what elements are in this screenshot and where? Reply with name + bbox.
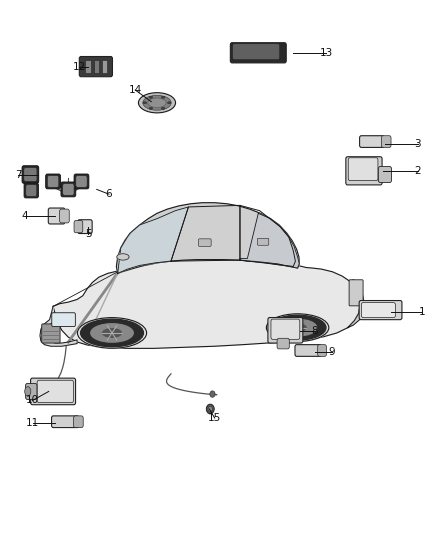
- FancyBboxPatch shape: [198, 239, 211, 246]
- Ellipse shape: [148, 98, 166, 108]
- FancyBboxPatch shape: [277, 338, 289, 349]
- FancyBboxPatch shape: [295, 345, 321, 357]
- Ellipse shape: [78, 318, 147, 348]
- Ellipse shape: [279, 319, 317, 336]
- Text: 11: 11: [26, 418, 39, 429]
- FancyBboxPatch shape: [74, 174, 89, 189]
- FancyBboxPatch shape: [233, 44, 280, 60]
- FancyBboxPatch shape: [52, 416, 79, 427]
- FancyBboxPatch shape: [31, 378, 76, 405]
- FancyBboxPatch shape: [74, 416, 83, 427]
- FancyBboxPatch shape: [79, 56, 113, 77]
- Polygon shape: [117, 203, 299, 273]
- Text: 5: 5: [85, 229, 92, 239]
- FancyBboxPatch shape: [26, 184, 37, 196]
- Ellipse shape: [161, 96, 165, 98]
- Text: 12: 12: [73, 62, 86, 71]
- FancyBboxPatch shape: [378, 166, 392, 182]
- Ellipse shape: [81, 319, 144, 347]
- Ellipse shape: [91, 324, 133, 342]
- Ellipse shape: [149, 107, 152, 109]
- Ellipse shape: [210, 391, 215, 397]
- Polygon shape: [118, 207, 188, 273]
- FancyBboxPatch shape: [76, 175, 87, 187]
- Ellipse shape: [117, 254, 129, 260]
- Ellipse shape: [161, 107, 165, 109]
- Text: 13: 13: [319, 48, 332, 58]
- FancyBboxPatch shape: [348, 158, 378, 181]
- FancyBboxPatch shape: [25, 383, 37, 399]
- FancyBboxPatch shape: [47, 175, 59, 187]
- FancyBboxPatch shape: [60, 209, 69, 223]
- Polygon shape: [348, 280, 364, 328]
- FancyBboxPatch shape: [349, 280, 363, 306]
- FancyBboxPatch shape: [381, 136, 391, 148]
- Ellipse shape: [143, 102, 147, 104]
- Text: 1: 1: [419, 306, 425, 317]
- Polygon shape: [240, 213, 299, 268]
- Ellipse shape: [269, 315, 326, 340]
- Ellipse shape: [25, 386, 31, 396]
- FancyBboxPatch shape: [359, 301, 402, 320]
- FancyBboxPatch shape: [268, 318, 303, 343]
- Ellipse shape: [102, 329, 121, 337]
- FancyBboxPatch shape: [61, 182, 76, 197]
- FancyBboxPatch shape: [22, 166, 39, 183]
- Text: 15: 15: [208, 413, 221, 423]
- Text: 3: 3: [414, 139, 421, 149]
- Text: 9: 9: [328, 346, 335, 357]
- FancyBboxPatch shape: [63, 183, 74, 195]
- Text: 7: 7: [15, 169, 21, 180]
- Ellipse shape: [167, 102, 171, 104]
- Ellipse shape: [149, 96, 152, 98]
- FancyBboxPatch shape: [258, 238, 269, 245]
- Bar: [85, 60, 91, 73]
- Text: 6: 6: [106, 189, 112, 199]
- Text: 14: 14: [128, 85, 142, 95]
- Text: 2: 2: [414, 166, 421, 176]
- FancyBboxPatch shape: [271, 319, 300, 340]
- FancyBboxPatch shape: [360, 136, 384, 148]
- FancyBboxPatch shape: [361, 303, 396, 318]
- Text: 10: 10: [26, 395, 39, 406]
- Bar: [102, 60, 107, 73]
- Bar: [94, 60, 99, 73]
- FancyBboxPatch shape: [78, 220, 92, 233]
- Ellipse shape: [266, 314, 329, 342]
- Ellipse shape: [208, 406, 212, 411]
- FancyBboxPatch shape: [52, 313, 75, 327]
- FancyBboxPatch shape: [37, 380, 74, 402]
- Ellipse shape: [138, 93, 176, 113]
- Ellipse shape: [289, 324, 306, 332]
- FancyBboxPatch shape: [74, 221, 83, 233]
- FancyBboxPatch shape: [24, 183, 39, 198]
- FancyBboxPatch shape: [42, 324, 60, 343]
- FancyBboxPatch shape: [230, 43, 286, 63]
- FancyBboxPatch shape: [346, 157, 382, 185]
- Ellipse shape: [143, 95, 171, 110]
- Ellipse shape: [206, 404, 214, 414]
- Polygon shape: [40, 306, 77, 346]
- Text: 4: 4: [21, 211, 28, 221]
- FancyBboxPatch shape: [24, 167, 37, 181]
- FancyBboxPatch shape: [48, 208, 65, 224]
- FancyBboxPatch shape: [318, 345, 326, 357]
- Text: 8: 8: [312, 326, 318, 336]
- FancyBboxPatch shape: [46, 174, 60, 189]
- Polygon shape: [53, 260, 360, 349]
